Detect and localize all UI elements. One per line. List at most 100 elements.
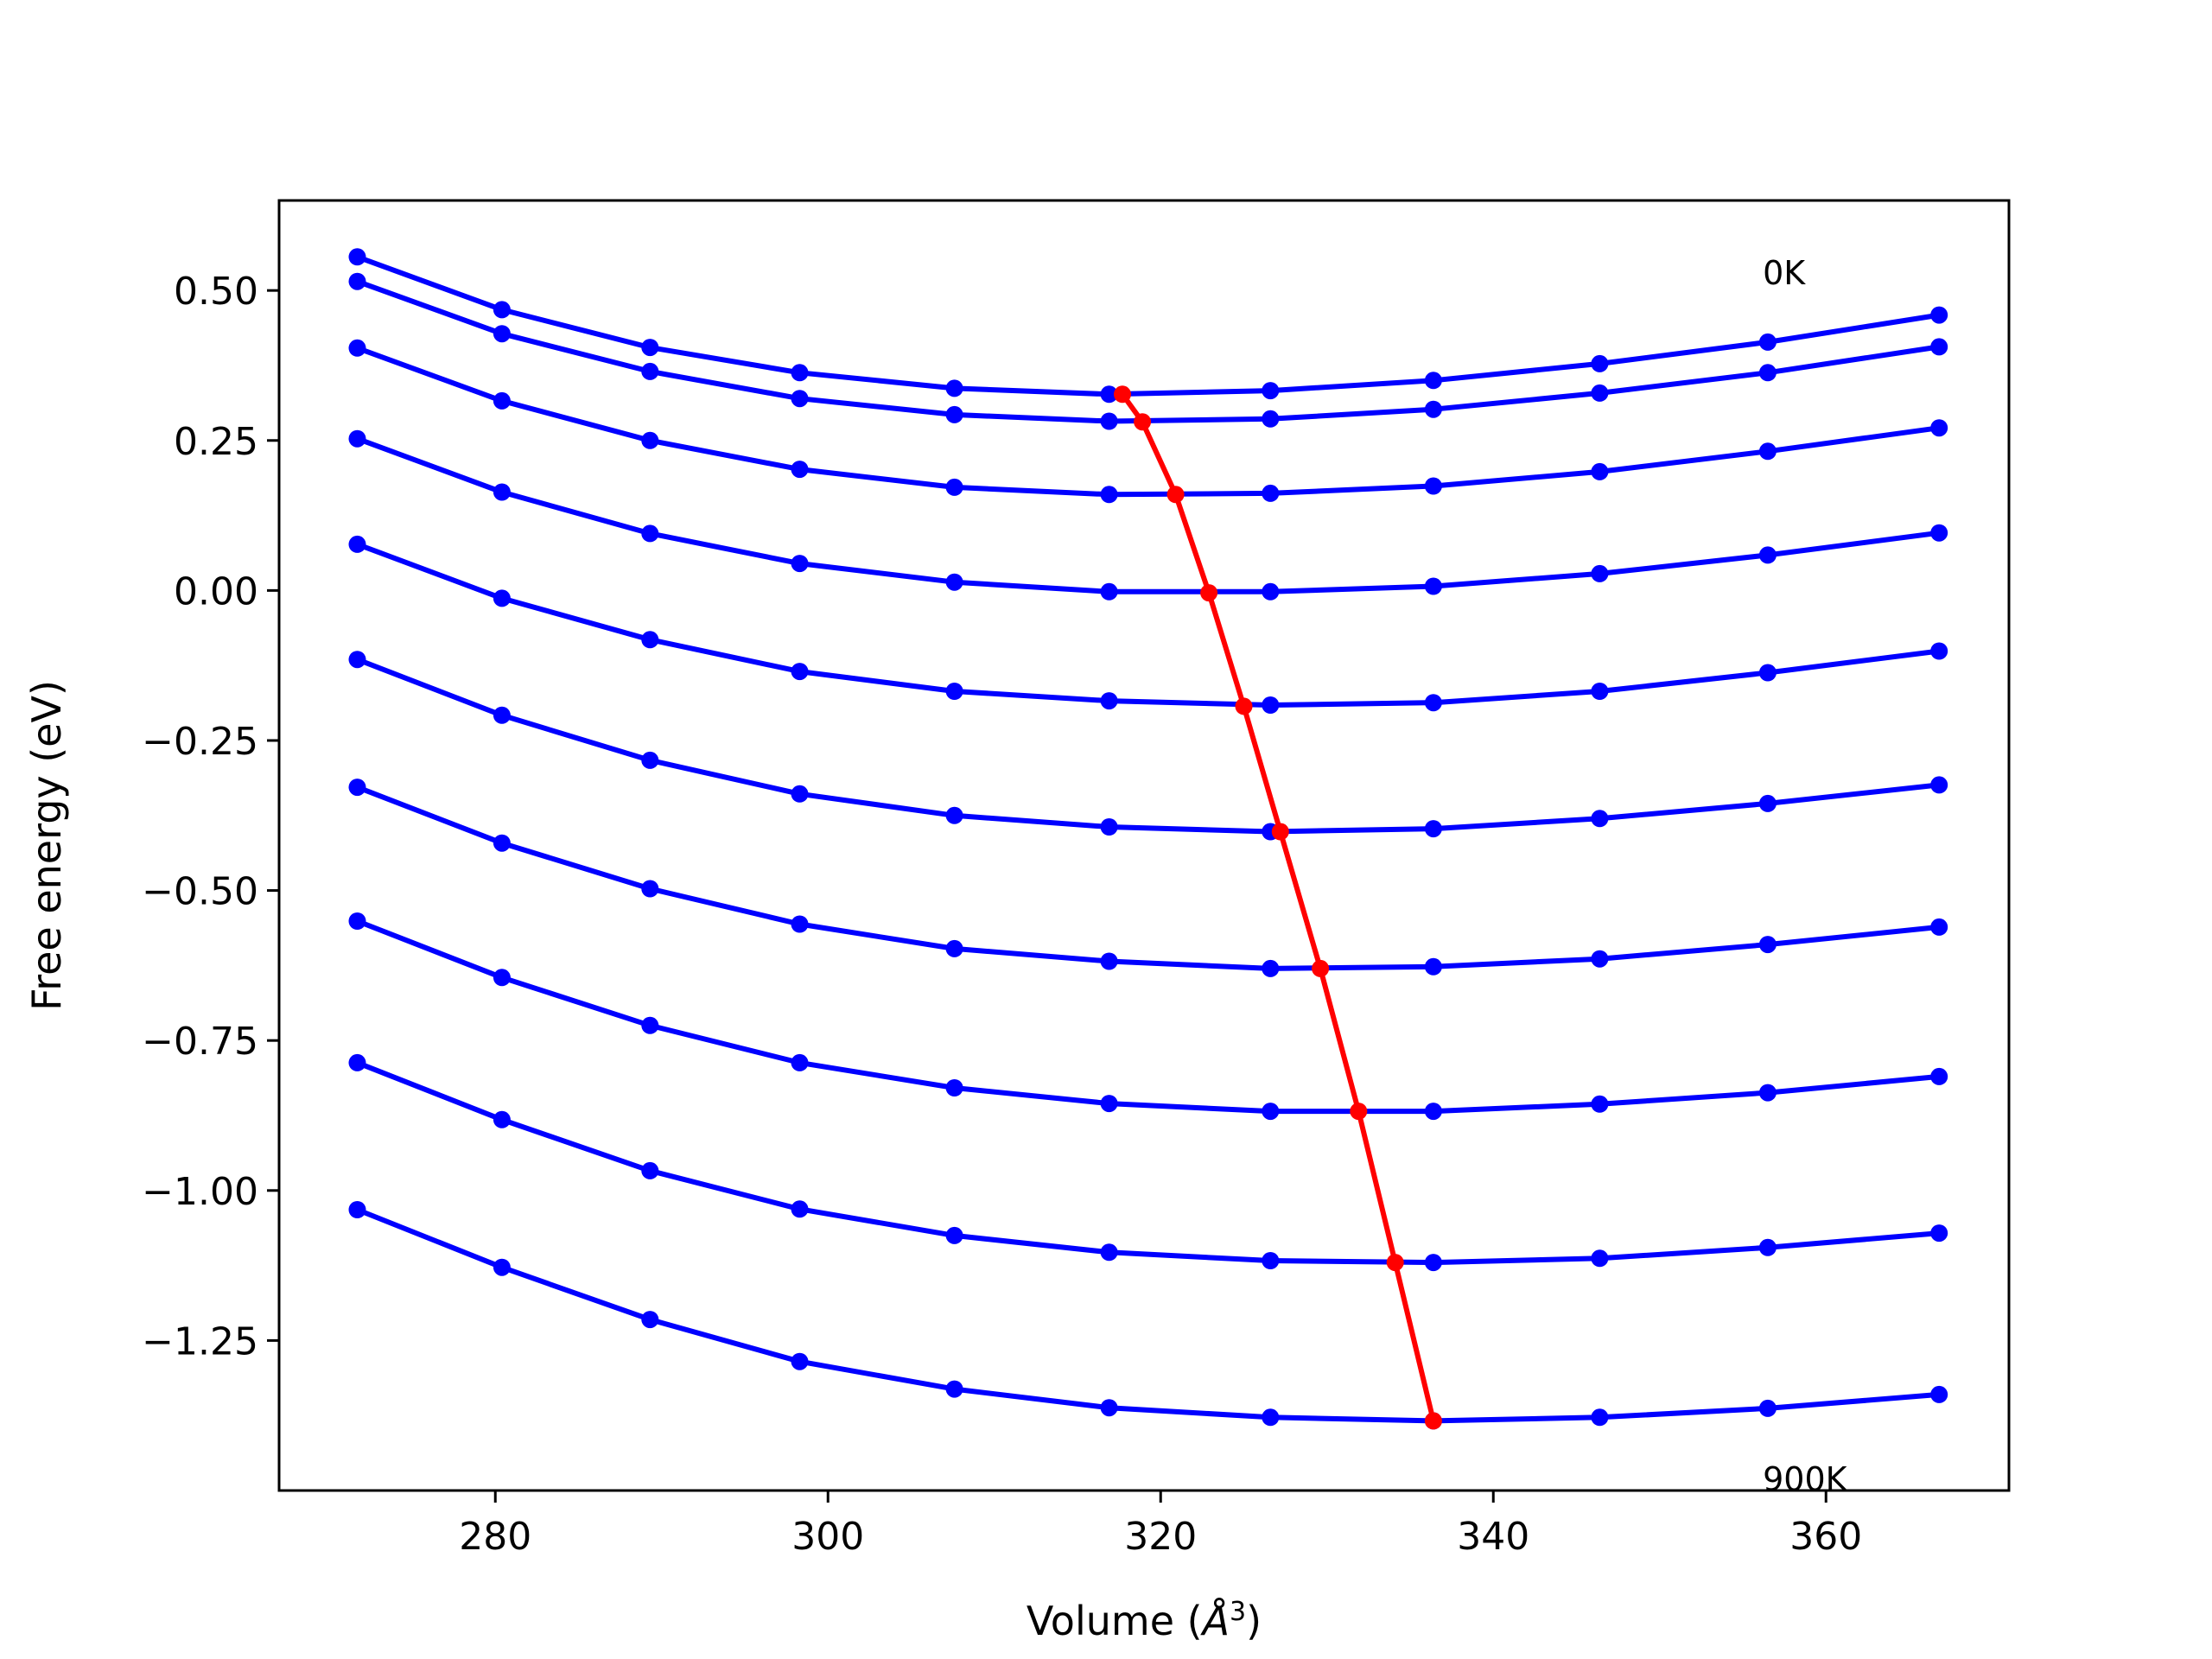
isotherm-point [1100,582,1118,601]
curve-annotation: 900K [1763,1460,1848,1498]
isotherm-point [1591,810,1609,828]
isotherm-point [945,806,963,824]
isotherm-point [1262,1252,1280,1269]
isotherm-point [348,248,366,266]
isotherm-point [791,1053,809,1071]
curve-annotation: 0K [1763,254,1806,292]
isotherm-point [1758,546,1777,564]
isotherm-point [1591,564,1609,582]
minima-point [1271,823,1289,841]
isotherm-point [493,391,511,410]
isotherm-point [641,1161,659,1179]
isotherm-point [791,663,809,681]
y-tick-label: −0.75 [142,1020,258,1064]
isotherm-series [348,339,1948,504]
isotherm-point [1930,776,1948,794]
isotherm-series [348,535,1948,714]
isotherm-point [1591,384,1609,402]
isotherm-point [1758,1399,1777,1417]
y-tick-label: 0.25 [174,420,258,464]
isotherm-point [945,1079,963,1096]
plot-frame [277,199,2011,1492]
x-tick-label: 300 [791,1515,864,1559]
isotherm-point [348,535,366,553]
isotherm-point [493,589,511,607]
minima-point [1200,584,1218,602]
isotherm-line [356,1207,1940,1424]
isotherm-point [493,301,511,319]
isotherm-series [348,272,1948,430]
x-tick-label: 360 [1789,1515,1862,1559]
isotherm-point [1930,1224,1948,1243]
isotherm-point [1100,818,1118,836]
isotherm-point [1591,354,1609,372]
isotherm-point [1758,794,1777,812]
isotherm-point [348,1053,366,1071]
isotherm-point [1424,820,1442,838]
isotherm-point [1758,1238,1777,1256]
isotherm-series [348,651,1948,841]
y-axis-ticks: 0.50 0.25 0.00 −0.25 −0.50 −0.75 −1.00 −1.25 [142,270,279,1363]
isotherm-series [348,1053,1948,1272]
isotherm-point [1100,385,1118,404]
isotherm-point [1424,577,1442,595]
isotherm-point [945,1226,963,1244]
isotherm-point [1424,957,1442,976]
isotherm-point [945,683,963,700]
isotherm-point [945,939,963,957]
isotherm-line [356,657,1940,835]
isotherm-point [1100,412,1118,430]
isotherm-point [791,364,809,382]
isotherm-point [348,1201,366,1218]
minima-point [1312,959,1330,977]
isotherm-point [1930,419,1948,437]
isotherm-point [1424,372,1442,390]
isotherm-point [1100,1243,1118,1262]
isotherm-line [356,785,1940,971]
isotherm-point [1424,400,1442,418]
minima-point [1166,486,1185,504]
isotherm-point [493,483,511,501]
y-tick-label: −1.25 [142,1319,258,1363]
isotherm-point [493,706,511,724]
annotations: 0K 900K [1763,254,1848,1498]
minima-point [1350,1103,1368,1121]
isotherm-point [493,1110,511,1128]
isotherm-point [1262,582,1280,601]
minima-series-layer [1114,385,1442,1430]
isotherm-point [1100,952,1118,970]
x-axis-ticks: 280 300 320 340 360 [459,1491,1862,1559]
isotherm-point [1100,1399,1118,1417]
isotherm-point [1100,1095,1118,1113]
isotherm-point [1758,936,1777,954]
x-tick-label: 320 [1124,1515,1197,1559]
isotherm-point [641,631,659,649]
minima-point [1424,1412,1442,1430]
isotherm-point [1424,477,1442,495]
isotherm-point [641,1016,659,1034]
isotherm-point [791,1352,809,1370]
isotherm-point [1930,1385,1948,1403]
y-tick-label: −0.50 [142,870,258,914]
x-axis-label-prefix: Volume ( [1027,1598,1203,1644]
y-tick-label: −1.00 [142,1170,258,1214]
isotherm-point [641,431,659,449]
minima-line [1120,392,1436,1422]
isotherm-point [641,362,659,380]
isotherm-point [493,325,511,343]
isotherm-point [791,390,809,408]
isotherm-series-layer [348,248,1948,1430]
isotherm-point [493,969,511,987]
isotherm-series [348,248,1948,404]
isotherm-point [791,785,809,803]
isotherm-point [1262,1408,1280,1427]
isotherm-point [1930,1067,1948,1085]
y-tick-label: 0.00 [174,569,258,613]
isotherm-series [348,779,1948,977]
isotherm-point [348,779,366,797]
isotherm-point [641,1311,659,1329]
isotherm-point [1758,664,1777,682]
isotherm-point [1100,486,1118,504]
isotherm-point [1591,1095,1609,1113]
